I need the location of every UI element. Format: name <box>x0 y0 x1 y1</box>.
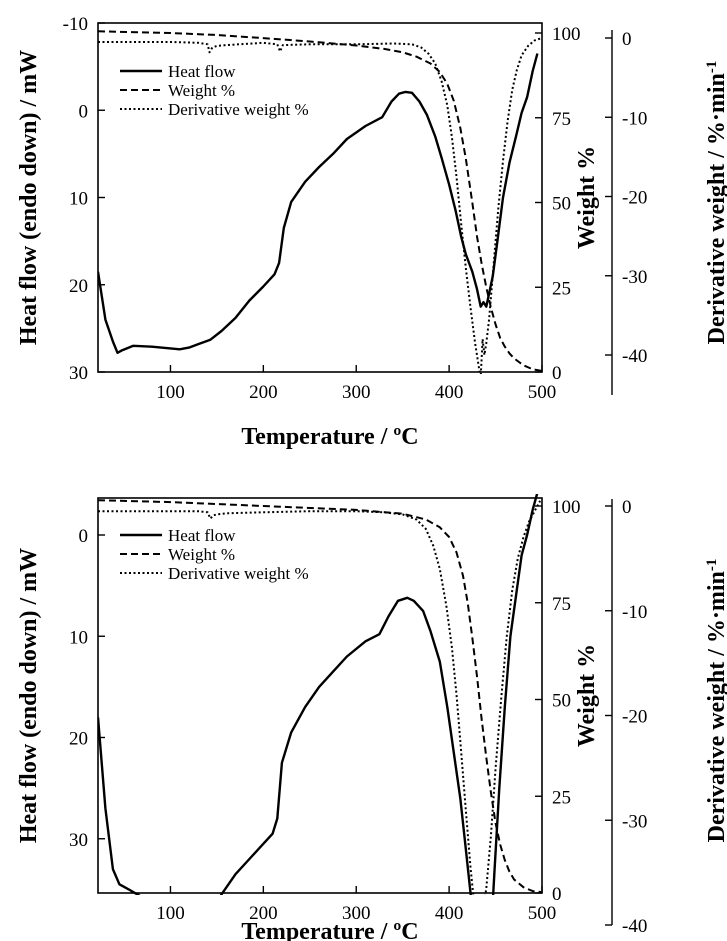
series-line-solid <box>98 494 539 895</box>
left-tick-label: 10 <box>69 189 88 210</box>
series-line-dashed <box>98 30 543 372</box>
plot-frame <box>97 22 543 373</box>
weight-axis-label: Weight % <box>574 644 600 747</box>
x-axis-label: Temperature / ºC <box>241 424 418 450</box>
left-tick-label: -10 <box>63 14 88 35</box>
derivative-axis-label: Derivative weight / %·min-1 <box>704 61 727 345</box>
x-tick-label: 400 <box>435 903 464 924</box>
derivative-tick-label: -30 <box>622 811 647 832</box>
derivative-axis-label: Derivative weight / %·min-1 <box>704 559 727 843</box>
x-tick-label: 100 <box>156 382 185 403</box>
left-axis-label: Heat flow (endo down) / mW <box>16 548 42 843</box>
weight-axis-label: Weight % <box>574 146 600 249</box>
legend-label: Weight % <box>168 81 235 100</box>
derivative-tick-label: 0 <box>622 497 632 518</box>
derivative-tick-label: -40 <box>622 916 647 937</box>
derivative-tick-label: -20 <box>622 707 647 728</box>
series-line-solid <box>98 53 539 354</box>
series-line-dotted <box>98 500 541 895</box>
derivative-tick-label: -10 <box>622 108 647 129</box>
x-tick-label: 300 <box>342 382 371 403</box>
right-tick-label: 75 <box>552 594 571 615</box>
x-tick-label: 500 <box>528 382 557 403</box>
legend-label: Derivative weight % <box>168 100 309 119</box>
derivative-tick-label: 0 <box>622 29 632 50</box>
legend-label: Weight % <box>168 545 235 564</box>
x-tick-label: 100 <box>156 903 185 924</box>
series-line-dotted <box>98 37 543 374</box>
x-tick-label: 400 <box>435 382 464 403</box>
right-tick-label: 100 <box>552 24 581 45</box>
left-tick-label: 0 <box>79 101 89 122</box>
right-tick-label: 25 <box>552 787 571 808</box>
derivative-tick-label: -10 <box>622 602 647 623</box>
plot-frame <box>97 497 543 894</box>
left-tick-label: 30 <box>69 363 88 384</box>
left-tick-label: 20 <box>69 729 88 750</box>
x-tick-label: 300 <box>342 903 371 924</box>
derivative-tick-label: -40 <box>622 346 647 367</box>
derivative-tick-label: -20 <box>622 188 647 209</box>
left-tick-label: 10 <box>69 627 88 648</box>
derivative-tick-label: -30 <box>622 267 647 288</box>
x-axis-label: Temperature / ºC <box>241 919 418 941</box>
left-tick-label: 20 <box>69 276 88 297</box>
legend-label: Heat flow <box>168 62 236 81</box>
right-tick-label: 25 <box>552 278 571 299</box>
right-tick-label: 0 <box>552 363 562 384</box>
x-tick-label: 200 <box>249 382 278 403</box>
right-tick-label: 0 <box>552 884 562 905</box>
legend-label: Heat flow <box>168 526 236 545</box>
right-tick-label: 50 <box>552 194 571 215</box>
left-axis-label: Heat flow (endo down) / mW <box>16 50 42 345</box>
x-tick-label: 500 <box>528 903 557 924</box>
right-tick-label: 100 <box>552 497 581 518</box>
legend-label: Derivative weight % <box>168 564 309 583</box>
left-tick-label: 30 <box>69 830 88 851</box>
right-tick-label: 50 <box>552 691 571 712</box>
right-tick-label: 75 <box>552 109 571 130</box>
x-tick-label: 200 <box>249 903 278 924</box>
series-line-dashed <box>98 499 543 894</box>
left-tick-label: 0 <box>79 526 89 547</box>
